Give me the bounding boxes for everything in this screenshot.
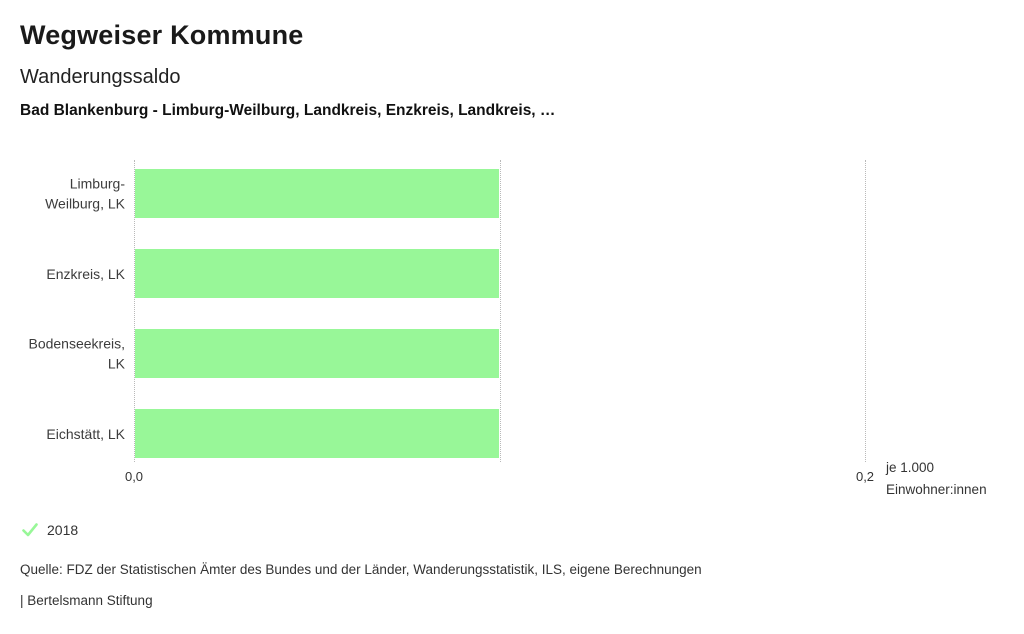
category-label-limburg-weilburg-lk: Limburg- Weilburg, LK [45, 175, 125, 212]
x-tick-label-0-2: 0,2 [855, 469, 875, 484]
source-text: Quelle: FDZ der Statistischen Ämter des … [20, 562, 702, 577]
bar-enzkreis-lk[interactable] [135, 249, 499, 298]
category-label-eichstätt-lk: Eichstätt, LK [46, 425, 125, 442]
x-tick-label-0-0: 0,0 [124, 469, 144, 484]
x-gridline [499, 160, 501, 462]
bar-limburg-weilburg-lk[interactable] [135, 169, 499, 218]
selection-subtitle: Bad Blankenburg - Limburg-Weilburg, Land… [20, 102, 556, 119]
check-icon [22, 523, 38, 537]
bar-bodenseekreis-lk[interactable] [135, 329, 499, 378]
category-label-bodenseekreis-lk: Bodenseekreis, LK [28, 335, 125, 372]
legend-label: 2018 [47, 522, 79, 538]
x-axis-unit-label: je 1.000 Einwohner:innen [886, 460, 987, 497]
x-gridline [865, 160, 866, 462]
page-title: Wegweiser Kommune [20, 20, 304, 50]
category-label-enzkreis-lk: Enzkreis, LK [46, 265, 125, 282]
legend-item-2018[interactable]: 2018 [22, 522, 78, 538]
indicator-title: Wanderungssaldo [20, 66, 181, 88]
bar-eichstätt-lk[interactable] [135, 409, 499, 458]
chart-header: Wegweiser Kommune Wanderungssaldo Bad Bl… [0, 0, 1024, 121]
attribution-text: | Bertelsmann Stiftung [20, 593, 153, 608]
